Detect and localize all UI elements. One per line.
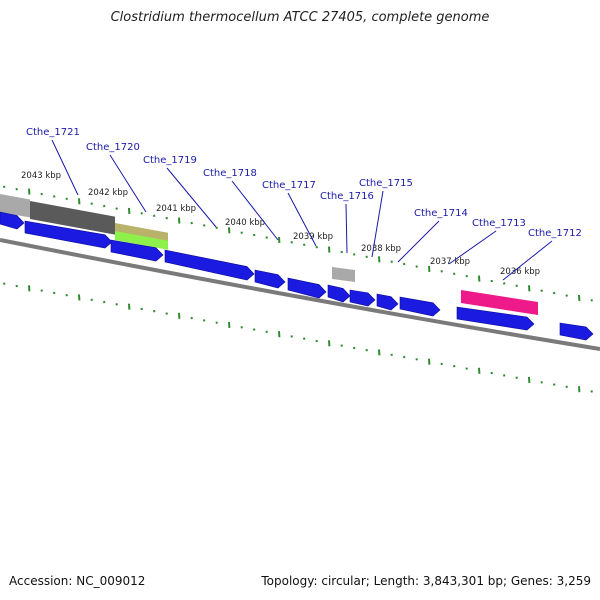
feature-gray <box>0 194 30 218</box>
kbp-label: 2036 kbp <box>500 267 540 277</box>
gene-label[interactable]: Cthe_1717 <box>262 180 316 191</box>
kbp-label: 2037 kbp <box>430 257 470 267</box>
gene-label[interactable]: Cthe_1714 <box>414 208 468 219</box>
feature-olive <box>115 223 168 242</box>
gene-arrow <box>327 284 351 303</box>
lower-tick-track <box>3 282 593 393</box>
gene-arrow <box>349 289 376 307</box>
gene-arrow <box>110 239 164 262</box>
gene-arrow <box>24 220 113 249</box>
callout-line <box>231 180 279 241</box>
kbp-label: 2039 kbp <box>293 232 333 242</box>
gene-track <box>0 211 594 341</box>
feature-pink <box>461 290 538 315</box>
kbp-label: 2041 kbp <box>156 204 196 214</box>
gene-arrow <box>456 306 535 331</box>
feature-dark-gray <box>30 201 115 235</box>
gene-arrow <box>0 211 25 230</box>
upper-tick-track <box>3 185 593 302</box>
gene-label[interactable]: Cthe_1720 <box>86 142 140 153</box>
genome-summary-text: Topology: circular; Length: 3,843,301 bp… <box>261 574 591 588</box>
feature-gray-small <box>332 267 355 282</box>
callout-line <box>51 139 79 196</box>
gene-arrow <box>254 269 286 289</box>
gene-label[interactable]: Cthe_1716 <box>320 191 374 202</box>
gene-label[interactable]: Cthe_1718 <box>203 168 257 179</box>
kbp-label: 2040 kbp <box>225 218 265 228</box>
genome-title: Clostridium thermocellum ATCC 27405, com… <box>110 10 490 25</box>
gene-label[interactable]: Cthe_1712 <box>528 228 582 239</box>
gene-label[interactable]: Cthe_1713 <box>472 218 526 229</box>
kbp-labels: 2043 kbp 2042 kbp 2041 kbp 2040 kbp 2039 kbp… <box>21 171 540 277</box>
callout-line <box>166 167 217 228</box>
gene-arrow <box>164 249 255 281</box>
feature-green <box>115 231 168 250</box>
gene-arrow <box>399 296 441 317</box>
kbp-label: 2038 kbp <box>361 244 401 254</box>
gene-arrow <box>287 277 327 299</box>
genome-backbone <box>0 238 600 351</box>
callout-line <box>502 240 553 281</box>
gene-label[interactable]: Cthe_1715 <box>359 178 413 189</box>
callout-line <box>287 192 317 247</box>
gene-label[interactable]: Cthe_1719 <box>143 155 197 166</box>
callout-line <box>109 154 147 213</box>
callout-line <box>345 203 348 254</box>
callout-line <box>397 220 440 263</box>
callout-line <box>448 230 497 265</box>
gene-label[interactable]: Cthe_1721 <box>26 127 80 138</box>
callout-line <box>371 190 384 258</box>
gene-arrow <box>376 293 399 311</box>
kbp-label: 2042 kbp <box>88 188 128 198</box>
gene-arrow <box>559 322 594 341</box>
feature-track <box>0 194 538 315</box>
accession-text: Accession: NC_009012 <box>9 574 146 588</box>
kbp-label: 2043 kbp <box>21 171 61 181</box>
